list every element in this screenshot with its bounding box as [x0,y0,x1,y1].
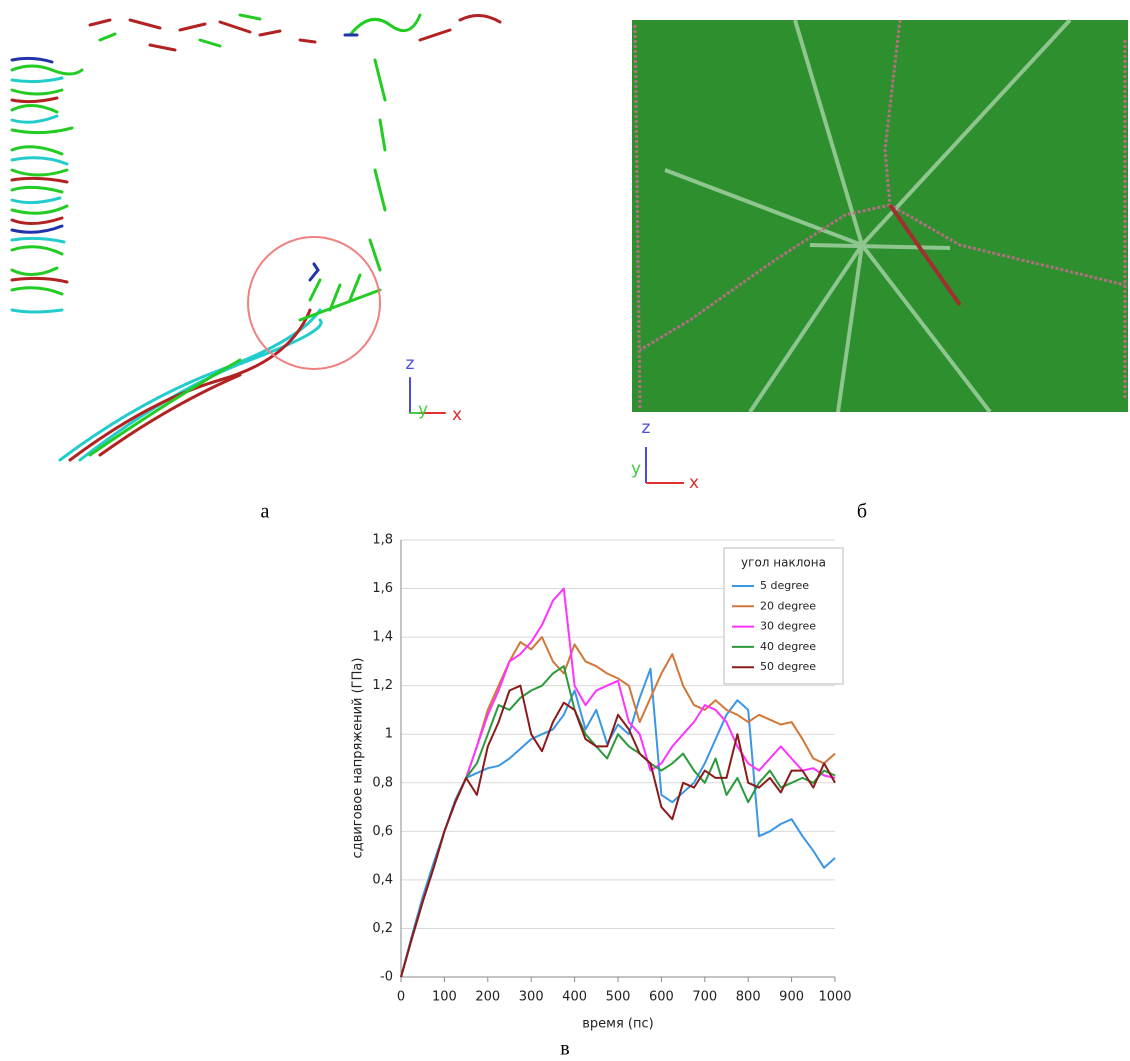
x-axis-label: время (пс) [582,1017,653,1032]
figure: z y x z y x а б в -0 0,2 0,4 0,6 0,8 1 1,2 1,4 1… [0,0,1130,1061]
axis-glyph: y [418,400,428,420]
axis-glyph: y [631,459,641,479]
panel-b-image [632,20,1128,483]
legend-label: 5 degree [760,579,809,592]
y-tick-label: 1,4 [372,630,393,645]
x-tick-label: 900 [779,990,804,1005]
x-tick-label: 1000 [818,990,851,1005]
axis-glyph: z [642,418,651,438]
legend-label: 30 degree [760,620,816,633]
series-line [401,666,835,977]
legend-label: 40 degree [760,640,816,653]
legend-label: 50 degree [760,660,816,673]
y-tick-label: 0,8 [372,775,393,790]
x-tick-label: 500 [606,990,631,1005]
x-tick-label: 800 [736,990,761,1005]
panel-label: а [261,501,270,523]
x-tick-label: 600 [649,990,674,1005]
y-tick-label: 1,6 [372,581,393,596]
y-tick-label: 0,4 [372,872,393,887]
panel-a-image [12,15,500,460]
axis-glyph: z [406,354,415,374]
axis-glyph: x [452,405,462,425]
x-tick-label: 400 [562,990,587,1005]
x-tick-label: 0 [397,990,405,1005]
y-tick-label: 0,6 [372,824,393,839]
x-tick-label: 200 [475,990,500,1005]
y-tick-label: 1,8 [372,533,393,548]
y-tick-label: 1,2 [372,678,393,693]
panel-label: б [857,501,867,523]
x-tick-label: 100 [432,990,457,1005]
axis-glyph: x [689,473,699,493]
y-tick-label: 0,2 [372,921,393,936]
series-line [401,637,835,977]
x-tick-label: 300 [519,990,544,1005]
panel-label: в [560,1038,569,1060]
legend-label: 20 degree [760,599,816,612]
x-tick-label: 700 [692,990,717,1005]
legend-title: угол наклона [741,556,826,570]
y-axis-label: сдвиговое напряжений (ГПа) [351,658,366,859]
y-tick-label: 1 [385,727,393,742]
line-chart: -0 0,2 0,4 0,6 0,8 1 1,2 1,4 1,6 1,8 0 100 200 300 400… [372,533,851,1005]
y-tick-label: -0 [380,970,393,985]
